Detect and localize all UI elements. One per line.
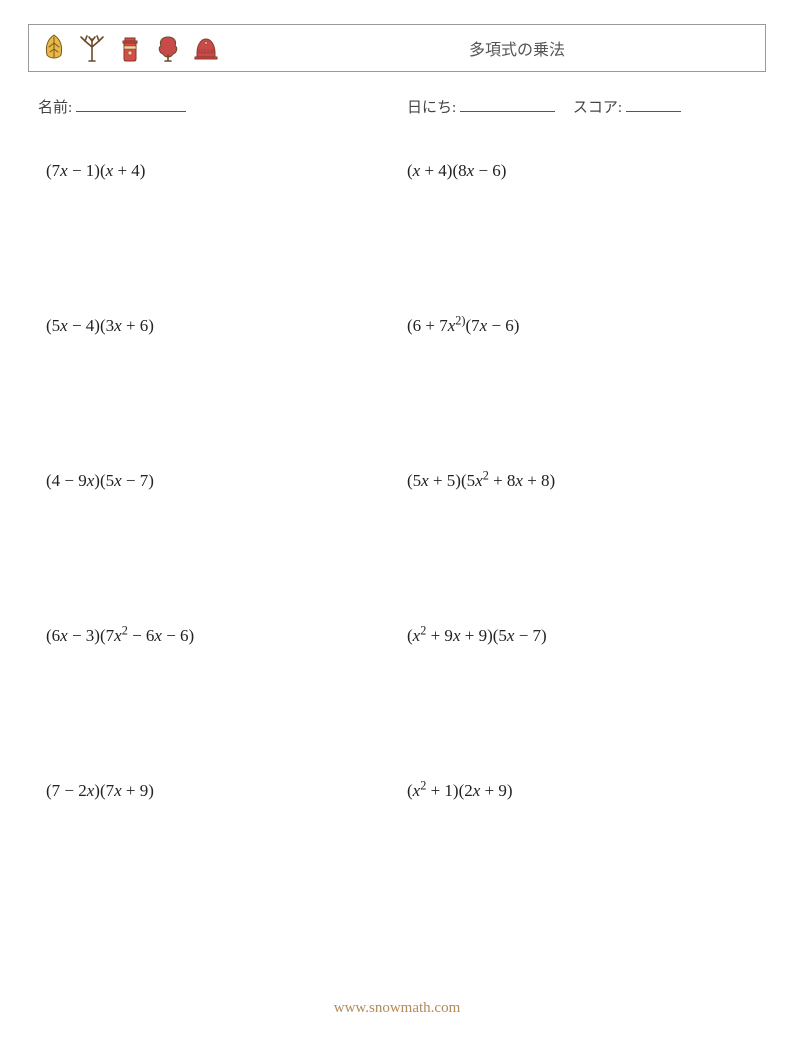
variable-x: x: [60, 161, 68, 180]
problem-3: (5x − 4)(3x + 6): [46, 316, 387, 336]
date-underline: [460, 97, 555, 112]
variable-x: x: [154, 626, 162, 645]
problem-6: (5x + 5)(5x2 + 8x + 8): [407, 471, 748, 491]
exponent: 2: [420, 623, 426, 637]
jar-icon: [115, 33, 145, 63]
variable-x: x: [87, 781, 95, 800]
variable-x: x: [515, 471, 523, 490]
date-label: 日にち:: [407, 100, 456, 116]
header-box: 多項式の乗法: [28, 24, 766, 72]
worksheet-page: 多項式の乗法 名前: 日にち: スコア: (7x − 1)(x + 4) (x +…: [0, 0, 794, 1053]
footer: www.snowmath.com: [0, 1000, 794, 1017]
variable-x: x: [507, 626, 515, 645]
header-icons: [39, 33, 221, 63]
score-field: スコア:: [573, 96, 681, 117]
name-label: 名前:: [38, 100, 72, 116]
variable-x: x: [421, 471, 429, 490]
variable-x: x: [87, 471, 95, 490]
footer-text: www.snowmath.com: [334, 1000, 461, 1016]
date-field: 日にち:: [407, 96, 555, 117]
name-underline: [76, 97, 186, 112]
variable-x: x: [467, 161, 475, 180]
variable-x: x: [114, 626, 122, 645]
score-label: スコア:: [573, 100, 622, 116]
variable-x: x: [413, 161, 421, 180]
exponent: 2: [420, 778, 426, 792]
variable-x: x: [106, 161, 114, 180]
tree-brown-icon: [77, 33, 107, 63]
problem-7: (6x − 3)(7x2 − 6x − 6): [46, 626, 387, 646]
problem-10: (x2 + 1)(2x + 9): [407, 781, 748, 801]
problem-2: (x + 4)(8x − 6): [407, 161, 748, 181]
exponent: 2: [483, 468, 489, 482]
variable-x: x: [114, 471, 122, 490]
exponent: 2: [122, 623, 128, 637]
variable-x: x: [60, 316, 68, 335]
leaf-icon: [39, 33, 69, 63]
score-underline: [626, 97, 681, 112]
problem-8: (x2 + 9x + 9)(5x − 7): [407, 626, 748, 646]
variable-x: x: [475, 471, 483, 490]
problem-1: (7x − 1)(x + 4): [46, 161, 387, 181]
hat-icon: [191, 33, 221, 63]
worksheet-title: 多項式の乗法: [469, 36, 565, 60]
variable-x: x: [473, 781, 481, 800]
name-field: 名前:: [28, 96, 397, 117]
variable-x: x: [60, 626, 68, 645]
variable-x: x: [114, 781, 122, 800]
exponent: 2): [455, 313, 465, 327]
meta-row: 名前: 日にち: スコア:: [28, 96, 766, 117]
variable-x: x: [480, 316, 488, 335]
problem-5: (4 − 9x)(5x − 7): [46, 471, 387, 491]
problems-grid: (7x − 1)(x + 4) (x + 4)(8x − 6) (5x − 4)(3…: [28, 161, 766, 801]
variable-x: x: [114, 316, 122, 335]
tree-red-icon: [153, 33, 183, 63]
variable-x: x: [453, 626, 461, 645]
problem-4: (6 + 7x2)(7x − 6): [407, 316, 748, 336]
problem-9: (7 − 2x)(7x + 9): [46, 781, 387, 801]
